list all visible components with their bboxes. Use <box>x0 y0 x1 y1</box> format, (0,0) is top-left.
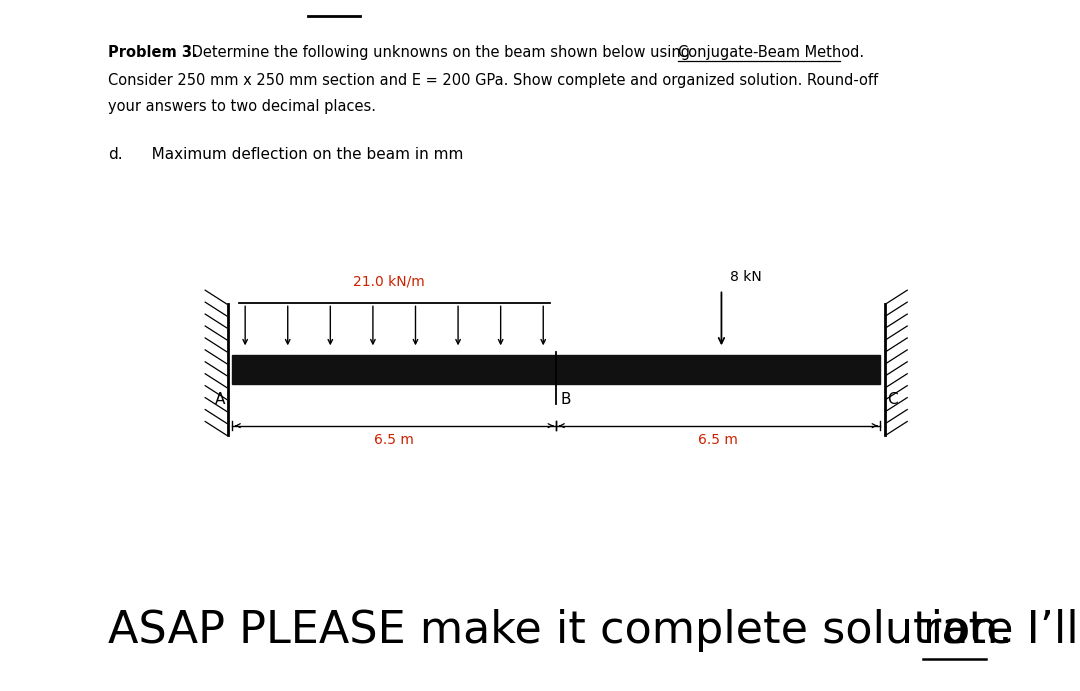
Text: Consider 250 mm x 250 mm section and E = 200 GPa. Show complete and organized so: Consider 250 mm x 250 mm section and E =… <box>108 73 878 88</box>
Text: 6.5 m: 6.5 m <box>699 433 738 446</box>
Text: Maximum deflection on the beam in mm: Maximum deflection on the beam in mm <box>137 147 463 162</box>
Text: your answers to two decimal places.: your answers to two decimal places. <box>108 99 376 114</box>
Text: 6.5 m: 6.5 m <box>375 433 414 446</box>
Text: C: C <box>887 392 897 408</box>
Text: ASAP PLEASE make it complete solution. I’ll: ASAP PLEASE make it complete solution. I… <box>108 609 1080 652</box>
Text: Conjugate-Beam Method.: Conjugate-Beam Method. <box>678 45 864 60</box>
Text: d.: d. <box>108 147 123 162</box>
Text: A: A <box>215 392 226 408</box>
Text: 8 kN: 8 kN <box>730 270 761 284</box>
Text: Problem 3.: Problem 3. <box>108 45 198 60</box>
Text: rate: rate <box>923 609 1014 652</box>
Text: 21.0 kN/m: 21.0 kN/m <box>353 274 424 288</box>
Text: Determine the following unknowns on the beam shown below using: Determine the following unknowns on the … <box>187 45 694 60</box>
Text: B: B <box>561 392 571 408</box>
